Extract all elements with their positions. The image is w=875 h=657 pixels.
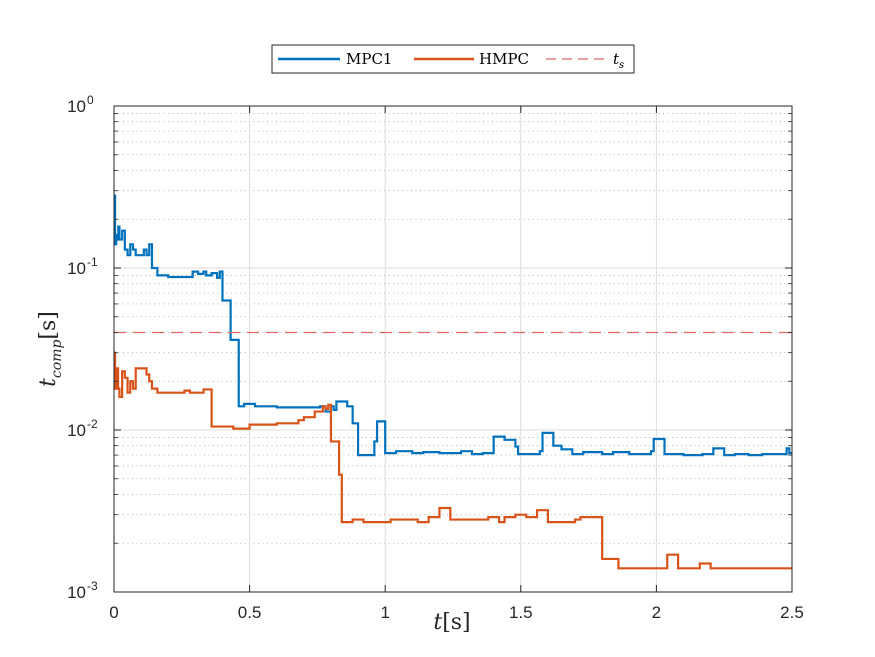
x-axis-label-rest: [s] xyxy=(442,610,470,635)
plot-area xyxy=(114,106,792,592)
legend-label-ts: ts xyxy=(613,50,624,71)
y-tick-exponent: -2 xyxy=(87,417,98,431)
x-tick-label: 1 xyxy=(380,603,389,622)
y-tick-label: 10 xyxy=(67,259,86,278)
y-tick-exponent: 0 xyxy=(87,93,94,107)
x-axis-label: t[s] xyxy=(433,610,470,635)
y-tick-base: 10 xyxy=(67,97,86,116)
series-layer xyxy=(113,194,792,570)
x-tick-label: 1.5 xyxy=(509,603,533,622)
x-tick-label: 0 xyxy=(109,603,118,622)
legend-label-ts-sub: s xyxy=(619,60,624,71)
y-tick-base: 10 xyxy=(67,259,86,278)
y-tick-label: 10 xyxy=(67,421,86,440)
y-tick-base: 10 xyxy=(67,421,86,440)
legend: MPC1 HMPC ts xyxy=(271,44,635,74)
y-tick-exponent: -1 xyxy=(87,255,98,269)
minor-grid xyxy=(114,113,792,544)
legend-label-hmpc: HMPC xyxy=(479,50,529,68)
legend-label-mpc1: MPC1 xyxy=(346,50,392,68)
x-tick-label: 2.5 xyxy=(780,603,804,622)
x-tick-labels: 0 0.5 1 1.5 2 2.5 xyxy=(109,603,804,622)
series-line-mpc1 xyxy=(113,194,792,457)
y-axis-label-main: t xyxy=(36,378,61,387)
x-tick-label: 0.5 xyxy=(238,603,262,622)
axes-box xyxy=(113,105,793,593)
y-tick-label: 10 xyxy=(67,97,86,116)
y-tick-label: 10 xyxy=(67,583,86,602)
tick-marks xyxy=(113,105,793,593)
legend-label-ts-main: t xyxy=(613,50,620,68)
y-tick-exponent: -3 xyxy=(87,579,98,593)
y-tick-base: 10 xyxy=(67,583,86,602)
series-line-hmpc xyxy=(113,351,792,570)
y-axis-label: tcomp[s] xyxy=(36,311,65,387)
x-tick-label: 2 xyxy=(652,603,661,622)
y-axis-label-sub: comp xyxy=(49,340,65,379)
x-axis-label-main: t xyxy=(433,610,442,635)
y-axis-label-rest: [s] xyxy=(36,311,61,339)
